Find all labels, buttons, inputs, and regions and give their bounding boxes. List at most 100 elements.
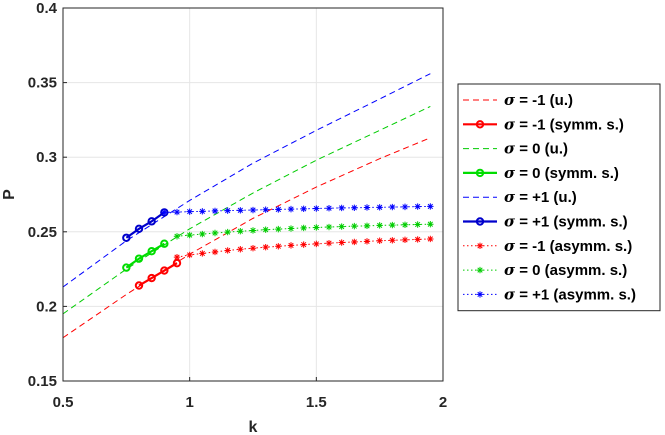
series-8 bbox=[161, 203, 434, 216]
data-point bbox=[211, 207, 219, 215]
legend-entry: σ = -1 (asymm. s.) bbox=[463, 237, 632, 255]
data-point bbox=[351, 222, 358, 230]
data-point bbox=[275, 243, 282, 250]
series-4 bbox=[62, 73, 431, 288]
axis-ticks: 0.5 1 1.5 2 0.15 0.2 0.25 0.3 0.35 0.4 bbox=[28, 0, 447, 411]
legend-entry: σ = +1 (asymm. s.) bbox=[463, 285, 636, 303]
data-point bbox=[338, 239, 345, 246]
legend-entry: σ = +1 (symm. s.) bbox=[463, 213, 628, 231]
data-point bbox=[363, 204, 371, 211]
data-point bbox=[224, 247, 231, 254]
data-point bbox=[401, 236, 409, 244]
legend-marker bbox=[476, 266, 484, 274]
series-line bbox=[125, 211, 165, 239]
legend-marker bbox=[475, 168, 485, 178]
series-7 bbox=[173, 220, 434, 240]
data-point bbox=[287, 225, 295, 232]
legend-marker bbox=[476, 242, 484, 249]
legend-label: σ = 0 (symm. s.) bbox=[504, 164, 619, 182]
data-point bbox=[161, 209, 168, 216]
series-line bbox=[125, 242, 165, 269]
legend-label-text: = +1 (u.) bbox=[515, 189, 577, 206]
data-point bbox=[160, 266, 169, 275]
data-point bbox=[427, 220, 434, 228]
x-tick-label: 2 bbox=[439, 394, 447, 411]
legend-box bbox=[457, 83, 661, 312]
legend-label-text: = -1 (asymm. s.) bbox=[515, 238, 632, 255]
legend-label: σ = +1 (asymm. s.) bbox=[504, 285, 636, 303]
series-0 bbox=[62, 137, 431, 339]
data-point bbox=[376, 237, 383, 244]
data-point bbox=[414, 236, 421, 243]
legend-entry: σ = +1 (u.) bbox=[463, 188, 577, 206]
legend-entry: σ = 0 (symm. s.) bbox=[463, 164, 619, 182]
data-point bbox=[363, 222, 371, 230]
data-point bbox=[300, 205, 307, 213]
data-point bbox=[160, 239, 169, 248]
data-point bbox=[134, 254, 144, 263]
data-point bbox=[199, 230, 206, 238]
legend-entry: σ = -1 (symm. s.) bbox=[463, 115, 624, 133]
y-tick-label: 0.4 bbox=[36, 0, 58, 17]
data-point bbox=[237, 207, 244, 214]
data-point bbox=[122, 263, 131, 272]
legend-label-text: = 0 (u.) bbox=[515, 141, 568, 158]
legend-label: σ = -1 (asymm. s.) bbox=[504, 237, 632, 255]
series-3 bbox=[122, 239, 169, 272]
legend-sigma-symbol: σ bbox=[504, 140, 516, 158]
data-point bbox=[199, 250, 206, 257]
legend-sigma-symbol: σ bbox=[504, 115, 516, 133]
data-point bbox=[300, 224, 307, 232]
legend-sigma-symbol: σ bbox=[504, 91, 516, 109]
data-point bbox=[313, 224, 320, 231]
data-point bbox=[275, 206, 282, 213]
data-point bbox=[427, 235, 434, 243]
series-5 bbox=[122, 208, 169, 242]
y-tick-label: 0.15 bbox=[28, 373, 57, 390]
legend-sigma-symbol: σ bbox=[504, 213, 516, 231]
data-point bbox=[300, 241, 307, 248]
legend-label-text: = 0 (symm. s.) bbox=[515, 165, 619, 182]
series-line bbox=[62, 73, 431, 288]
data-point bbox=[262, 226, 269, 233]
data-point bbox=[211, 229, 219, 237]
legend-label-text: = 0 (asymm. s.) bbox=[515, 262, 627, 279]
legend-marker bbox=[476, 291, 484, 298]
data-point bbox=[313, 205, 320, 212]
data-point bbox=[401, 221, 409, 228]
legend-sigma-symbol: σ bbox=[504, 285, 516, 303]
series-6 bbox=[173, 235, 434, 261]
legend-sigma-symbol: σ bbox=[504, 261, 516, 279]
data-point bbox=[338, 223, 345, 230]
data-point bbox=[134, 281, 144, 290]
legend-label: σ = -1 (u.) bbox=[504, 91, 573, 109]
grid bbox=[63, 8, 443, 381]
legend-label: σ = 0 (asymm. s.) bbox=[504, 261, 627, 279]
data-point bbox=[249, 245, 257, 252]
series-line bbox=[138, 262, 178, 287]
plot-frame bbox=[62, 7, 444, 382]
series-line bbox=[164, 205, 431, 213]
y-tick-label: 0.35 bbox=[28, 75, 57, 92]
data-point bbox=[186, 251, 193, 259]
legend-label-text: = +1 (asymm. s.) bbox=[515, 286, 636, 303]
data-point bbox=[224, 228, 231, 236]
data-point bbox=[134, 224, 144, 234]
y-tick-label: 0.2 bbox=[36, 298, 57, 315]
series-2 bbox=[62, 106, 431, 315]
data-point bbox=[262, 206, 269, 213]
data-point bbox=[287, 242, 295, 249]
data-point bbox=[401, 203, 409, 211]
data-point bbox=[186, 231, 193, 239]
data-point bbox=[287, 205, 295, 213]
data-point bbox=[122, 233, 131, 242]
series-1 bbox=[134, 258, 182, 290]
legend-label: σ = +1 (u.) bbox=[504, 188, 577, 206]
data-point bbox=[173, 233, 181, 240]
data-point bbox=[313, 240, 320, 248]
data-point bbox=[376, 222, 383, 229]
data-point bbox=[147, 246, 156, 256]
series-layer bbox=[62, 73, 434, 339]
data-point bbox=[147, 217, 156, 226]
data-point bbox=[389, 237, 396, 244]
